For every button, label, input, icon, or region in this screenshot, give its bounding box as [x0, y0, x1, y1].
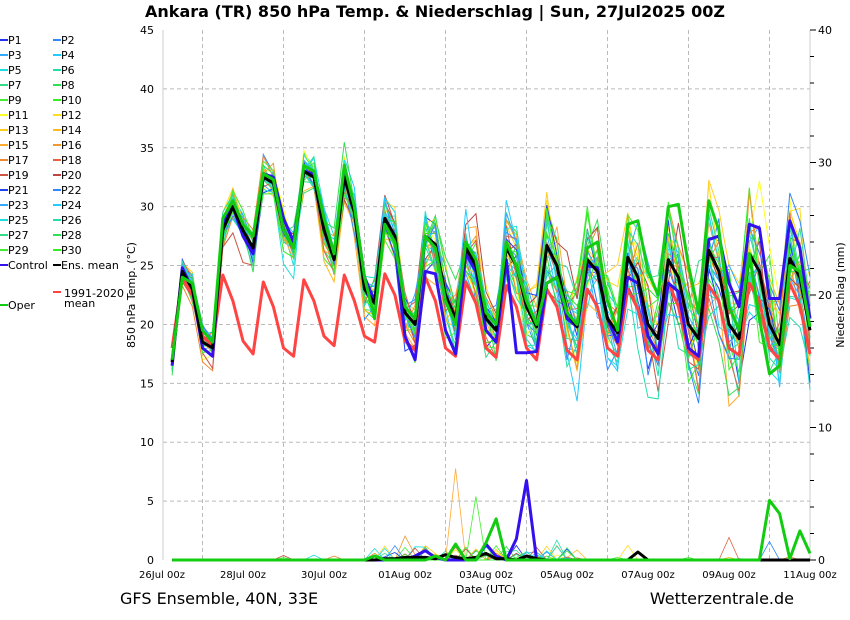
legend-label-clim: 1991-2020	[64, 287, 124, 300]
legend-label: P25	[8, 214, 29, 227]
precip-line-oper	[172, 498, 812, 562]
legend-label: P12	[61, 109, 82, 122]
y-tick-label: 45	[140, 24, 154, 37]
legend: P1 P2 P3 P4 P5 P6 P7 P8 P9 P10 P11 P12 P13 P14 P15 P16 P…	[0, 34, 124, 312]
legend-label-clim-2: mean	[64, 297, 95, 310]
x-tick-label: 03Aug 00z	[459, 570, 512, 581]
chart-title: Ankara (TR) 850 hPa Temp. & Niederschlag…	[145, 2, 725, 22]
x-tick-label: 11Aug 00z	[783, 570, 836, 581]
member-line-p19	[171, 172, 811, 392]
precip-line-control	[172, 479, 810, 562]
y2-tick-label: 20	[818, 289, 832, 302]
legend-label: P1	[8, 34, 22, 47]
legend-label: Control	[8, 259, 48, 272]
y-tick-label: 5	[147, 495, 154, 508]
axes: 0 5 10 15 20 25 30 35 40 45 0 10 20 30 40 26Jul 00z 28Ju…	[139, 24, 837, 581]
legend-label: P26	[61, 214, 82, 227]
legend-label-oper: Oper	[8, 299, 35, 312]
grid	[163, 30, 810, 560]
legend-label: P21	[8, 184, 29, 197]
legend-label: Ens. mean	[61, 259, 119, 272]
footer-model: GFS Ensemble, 40N, 33E	[120, 589, 318, 608]
legend-label: P23	[8, 199, 29, 212]
main-lines	[170, 163, 812, 562]
legend-label: P27	[8, 229, 29, 242]
x-tick-label: 07Aug 00z	[621, 570, 674, 581]
y-tick-label: 15	[140, 377, 154, 390]
member-line-p6	[171, 155, 811, 397]
y2-axis-label: Niederschlag (mm)	[834, 242, 847, 347]
legend-label: P3	[8, 49, 22, 62]
y2-tick-label: 10	[818, 422, 832, 435]
legend-label: P20	[61, 169, 82, 182]
x-tick-label: 26Jul 00z	[139, 570, 185, 581]
x-tick-label: 28Jul 00z	[220, 570, 266, 581]
legend-label: P8	[61, 79, 75, 92]
y-axis-label: 850 hPa Temp. (°C)	[125, 242, 138, 348]
y2-tick-label: 0	[818, 554, 825, 567]
legend-label: P7	[8, 79, 22, 92]
legend-label: P2	[61, 34, 75, 47]
legend-label: P22	[61, 184, 82, 197]
legend-label: P16	[61, 139, 82, 152]
series-line-1991-2020-mean	[170, 272, 812, 362]
series-line-oper	[170, 163, 812, 376]
x-axis-label: Date (UTC)	[456, 583, 516, 596]
legend-label: P6	[61, 64, 75, 77]
legend-label: P30	[61, 244, 82, 257]
legend-label: P18	[61, 154, 82, 167]
y-tick-label: 30	[140, 201, 154, 214]
legend-label: P13	[8, 124, 29, 137]
legend-label: P19	[8, 169, 29, 182]
x-tick-label: 30Jul 00z	[301, 570, 347, 581]
legend-label: P14	[61, 124, 82, 137]
legend-label: P10	[61, 94, 82, 107]
legend-label: P17	[8, 154, 29, 167]
legend-label: P5	[8, 64, 22, 77]
y-tick-label: 10	[140, 436, 154, 449]
y-tick-label: 40	[140, 83, 154, 96]
legend-label: P4	[61, 49, 75, 62]
y-tick-label: 25	[140, 260, 154, 273]
legend-label: P11	[8, 109, 29, 122]
member-precip-p15	[172, 468, 810, 561]
x-tick-label: 05Aug 00z	[540, 570, 593, 581]
y2-tick-label: 40	[818, 24, 832, 37]
y-tick-label: 0	[147, 554, 154, 567]
footer-source: Wetterzentrale.de	[650, 589, 794, 608]
x-tick-label: 09Aug 00z	[702, 570, 755, 581]
y-tick-label: 20	[140, 318, 154, 331]
y-tick-label: 35	[140, 142, 154, 155]
legend-label: P24	[61, 199, 82, 212]
legend-label: P29	[8, 244, 29, 257]
legend-label: P9	[8, 94, 22, 107]
legend-label: P28	[61, 229, 82, 242]
member-line-p22	[171, 168, 811, 404]
x-tick-label: 01Aug 00z	[378, 570, 431, 581]
legend-label: P15	[8, 139, 29, 152]
y2-tick-label: 30	[818, 157, 832, 170]
